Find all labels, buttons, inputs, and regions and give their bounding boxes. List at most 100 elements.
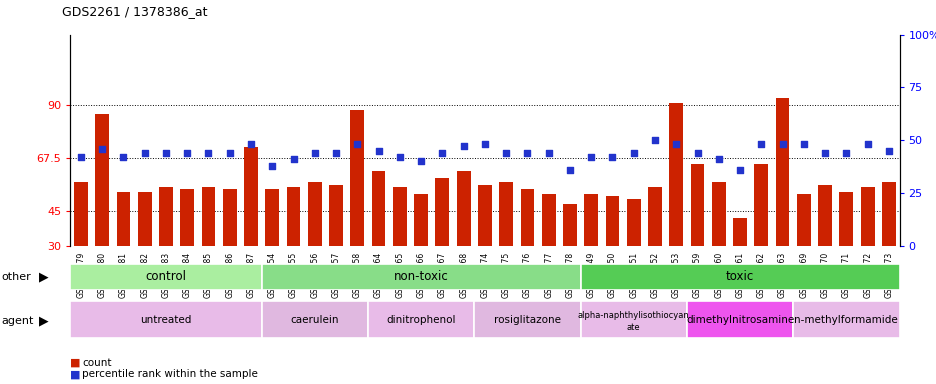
- Text: other: other: [2, 272, 32, 282]
- Bar: [686, 301, 793, 338]
- Bar: [541, 194, 555, 316]
- Point: [817, 150, 832, 156]
- Bar: [414, 194, 428, 316]
- Bar: [261, 264, 580, 290]
- Bar: [732, 218, 746, 316]
- Text: control: control: [145, 270, 186, 283]
- Point: [583, 154, 598, 160]
- Text: rosiglitazone: rosiglitazone: [493, 314, 561, 325]
- Text: alpha-naphthylisothiocyan: alpha-naphthylisothiocyan: [578, 311, 689, 320]
- Bar: [580, 301, 686, 338]
- Point: [881, 148, 896, 154]
- Point: [647, 137, 662, 143]
- Point: [519, 150, 534, 156]
- Point: [265, 162, 280, 169]
- Bar: [70, 264, 261, 290]
- Point: [222, 150, 237, 156]
- Bar: [392, 187, 406, 316]
- Bar: [159, 187, 172, 316]
- Point: [371, 148, 386, 154]
- Bar: [775, 98, 789, 316]
- Text: dimethylnitrosamine: dimethylnitrosamine: [685, 314, 794, 325]
- Point: [796, 141, 811, 147]
- Bar: [180, 189, 194, 316]
- Bar: [70, 301, 261, 338]
- Bar: [584, 194, 597, 316]
- Text: toxic: toxic: [725, 270, 753, 283]
- Point: [285, 156, 300, 162]
- Bar: [223, 189, 237, 316]
- Text: ate: ate: [626, 323, 640, 332]
- Point: [859, 141, 874, 147]
- Point: [329, 150, 344, 156]
- Text: ■: ■: [70, 358, 80, 368]
- Point: [732, 167, 747, 173]
- Bar: [329, 185, 343, 316]
- Point: [668, 141, 683, 147]
- Bar: [520, 189, 534, 316]
- Text: n-methylformamide: n-methylformamide: [794, 314, 898, 325]
- Text: count: count: [82, 358, 111, 368]
- Text: caerulein: caerulein: [290, 314, 339, 325]
- Point: [137, 150, 152, 156]
- Text: ▶: ▶: [39, 270, 49, 283]
- Bar: [605, 197, 619, 316]
- Text: dinitrophenol: dinitrophenol: [386, 314, 456, 325]
- Bar: [261, 301, 368, 338]
- Bar: [477, 185, 491, 316]
- Point: [774, 141, 789, 147]
- Bar: [456, 170, 470, 316]
- Text: ■: ■: [70, 369, 80, 379]
- Bar: [435, 178, 448, 316]
- Bar: [817, 185, 831, 316]
- Point: [413, 158, 428, 164]
- Bar: [860, 187, 873, 316]
- Text: percentile rank within the sample: percentile rank within the sample: [82, 369, 258, 379]
- Bar: [881, 182, 895, 316]
- Bar: [116, 192, 130, 316]
- Text: non-toxic: non-toxic: [393, 270, 448, 283]
- Bar: [793, 301, 899, 338]
- Bar: [95, 114, 109, 316]
- Point: [753, 141, 768, 147]
- Point: [392, 154, 407, 160]
- Bar: [839, 192, 853, 316]
- Text: agent: agent: [2, 316, 35, 326]
- Bar: [668, 103, 682, 316]
- Bar: [308, 182, 321, 316]
- Bar: [265, 189, 279, 316]
- Bar: [201, 187, 215, 316]
- Point: [200, 150, 215, 156]
- Bar: [74, 182, 88, 316]
- Bar: [626, 199, 640, 316]
- Point: [456, 144, 471, 150]
- Point: [625, 150, 640, 156]
- Point: [95, 146, 110, 152]
- Text: GDS2261 / 1378386_at: GDS2261 / 1378386_at: [62, 5, 207, 18]
- Bar: [690, 164, 704, 316]
- Text: untreated: untreated: [140, 314, 192, 325]
- Point: [73, 154, 88, 160]
- Point: [180, 150, 195, 156]
- Point: [434, 150, 449, 156]
- Bar: [286, 187, 300, 316]
- Bar: [244, 147, 257, 316]
- Bar: [797, 194, 810, 316]
- Bar: [563, 204, 577, 316]
- Bar: [499, 182, 513, 316]
- Bar: [138, 192, 152, 316]
- Bar: [753, 164, 768, 316]
- Point: [243, 141, 258, 147]
- Bar: [350, 110, 364, 316]
- Point: [498, 150, 513, 156]
- Point: [116, 154, 131, 160]
- Bar: [648, 187, 661, 316]
- Bar: [711, 182, 724, 316]
- Bar: [372, 170, 385, 316]
- Point: [541, 150, 556, 156]
- Bar: [368, 301, 474, 338]
- Point: [605, 154, 620, 160]
- Point: [838, 150, 853, 156]
- Point: [158, 150, 173, 156]
- Point: [710, 156, 725, 162]
